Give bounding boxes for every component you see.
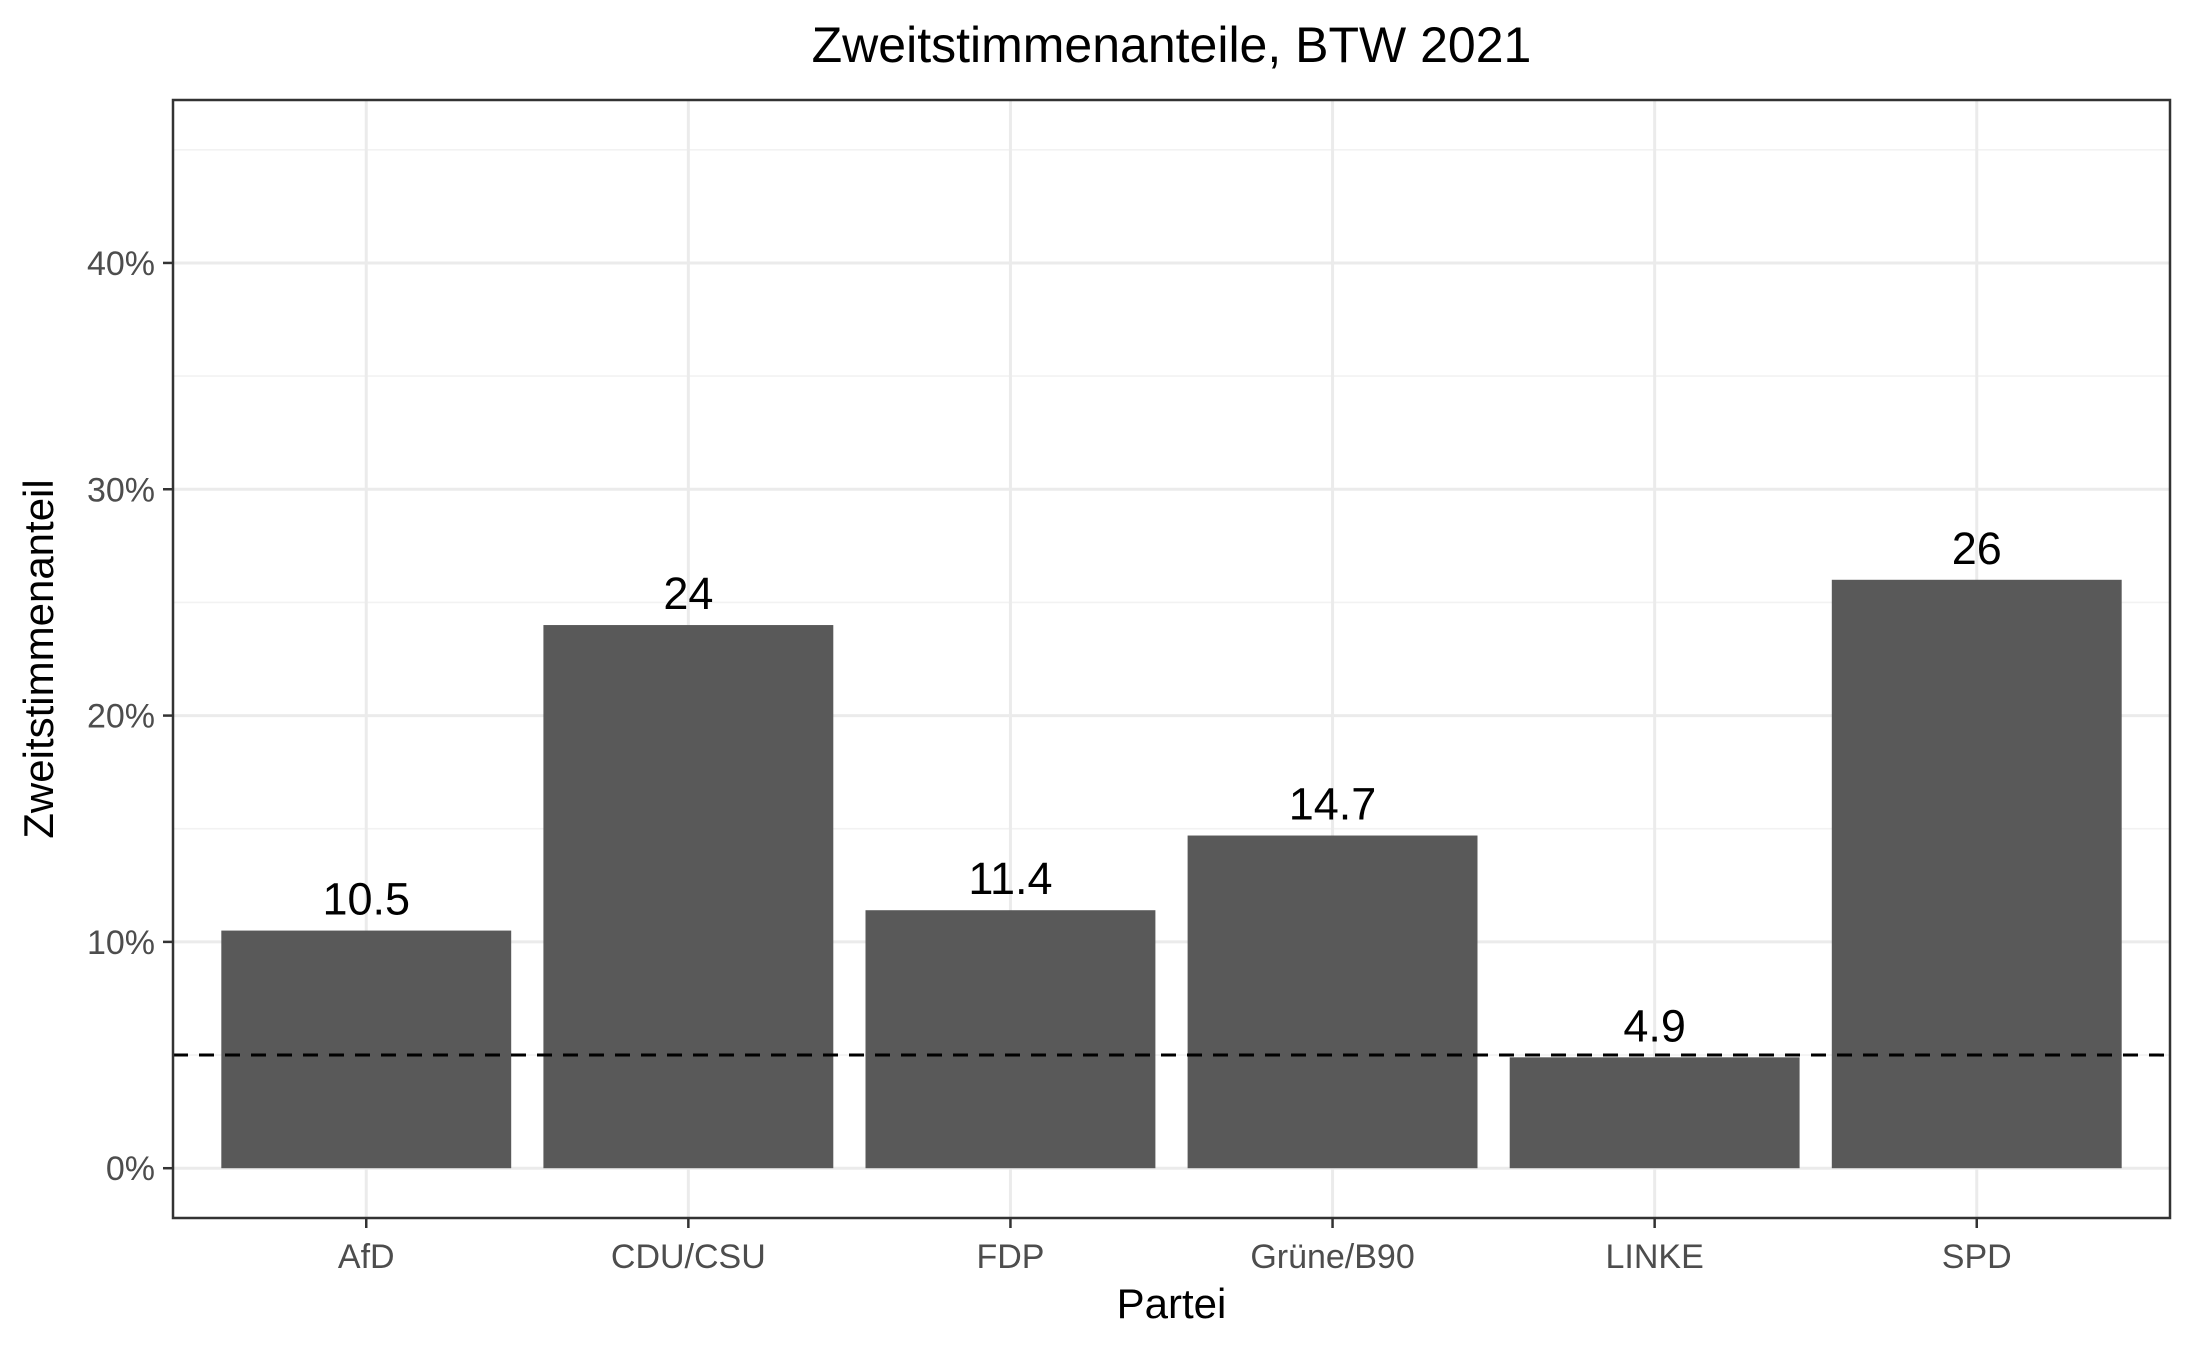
bar [865,910,1156,1169]
x-tick-label: FDP [976,1238,1044,1276]
bar [1831,579,2122,1169]
data-label: 10.5 [322,874,410,925]
x-axis-title: Partei [1117,1280,1227,1327]
plot-panel-border [171,98,2172,1220]
y-axis-title: Zweitstimmenanteil [15,479,62,838]
bar [543,625,834,1169]
bars [221,579,2122,1169]
data-labels: 10.5 24 11.4 14.7 4.9 26 [322,523,2001,1052]
bar [1509,1057,1800,1169]
x-tick-label: AfD [338,1238,395,1276]
data-label: 26 [1952,523,2002,574]
y-axis: 0% 10% 20% 30% 40% [87,245,173,1188]
x-tick-label: SPD [1942,1238,2012,1276]
bar [221,930,512,1169]
x-tick-label: Grüne/B90 [1250,1238,1414,1276]
data-label: 4.9 [1623,1000,1686,1051]
data-label: 14.7 [1289,779,1377,830]
x-tick-label: CDU/CSU [611,1238,766,1276]
bar [1187,835,1478,1169]
chart-title: Zweitstimmenanteile, BTW 2021 [812,17,1532,73]
y-tick-label: 40% [87,245,155,283]
data-label: 24 [663,568,713,619]
y-tick-label: 10% [87,924,155,962]
data-label: 11.4 [968,853,1052,904]
x-axis: AfD CDU/CSU FDP Grüne/B90 LINKE SPD [338,1218,2012,1276]
y-tick-label: 20% [87,698,155,736]
y-tick-label: 0% [106,1150,155,1188]
y-tick-label: 30% [87,471,155,509]
x-tick-label: LINKE [1606,1238,1704,1276]
